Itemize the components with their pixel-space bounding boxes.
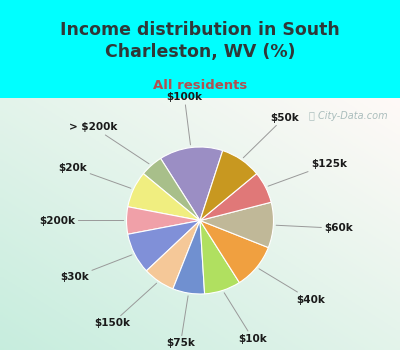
Text: $200k: $200k [40,216,124,225]
Text: $60k: $60k [276,223,353,233]
Wedge shape [128,174,200,220]
Wedge shape [126,207,200,234]
Text: $40k: $40k [259,269,325,305]
Wedge shape [173,220,205,294]
Wedge shape [200,150,257,220]
Text: All residents: All residents [153,79,247,92]
Text: ⓘ City-Data.com: ⓘ City-Data.com [309,111,388,121]
Text: $50k: $50k [243,113,299,158]
Text: $10k: $10k [224,293,267,344]
Text: $100k: $100k [166,92,202,145]
Wedge shape [200,220,239,294]
Wedge shape [146,220,200,289]
Text: $150k: $150k [94,283,157,328]
Text: > $200k: > $200k [69,122,149,164]
Wedge shape [143,159,200,220]
Text: $20k: $20k [59,162,131,188]
Text: $75k: $75k [166,296,195,348]
Wedge shape [200,174,271,220]
Wedge shape [200,220,268,282]
Text: $30k: $30k [60,255,132,282]
Wedge shape [200,202,274,247]
Wedge shape [128,220,200,271]
Text: $125k: $125k [268,159,347,186]
Text: Income distribution in South
Charleston, WV (%): Income distribution in South Charleston,… [60,21,340,61]
Wedge shape [161,147,223,220]
